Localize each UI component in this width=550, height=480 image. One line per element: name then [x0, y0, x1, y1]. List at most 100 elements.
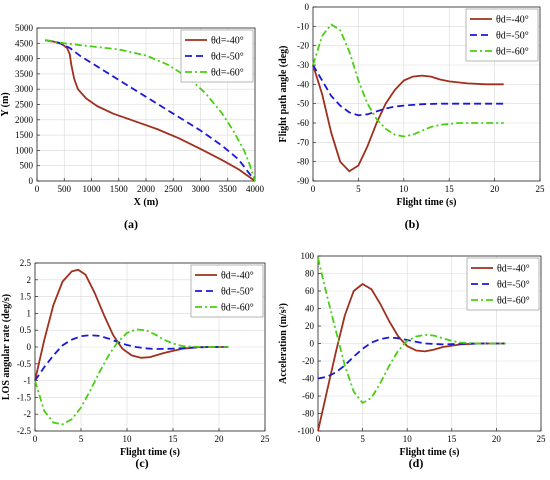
y-tick-label: 2.5 [20, 258, 32, 268]
series-line-0 [317, 283, 506, 432]
y-tick-label: -20 [302, 356, 314, 366]
x-tick-label: 25 [536, 184, 546, 194]
x-tick-label: 15 [169, 434, 179, 444]
series-line-2 [312, 23, 504, 138]
y-tick-label: 3500 [15, 69, 34, 79]
legend-box [466, 257, 540, 311]
y-tick-label: -1.5 [17, 392, 32, 402]
x-tick-label: 0 [35, 184, 40, 194]
x-tick-label: 1000 [83, 184, 102, 194]
y-tick-label: 2000 [15, 115, 34, 125]
legend-label: θd=-40° [497, 264, 530, 275]
x-axis-title: X (m) [134, 197, 159, 208]
panel-caption: (b) [405, 217, 420, 231]
legend-label: θd=-40° [221, 271, 254, 282]
y-tick-label: -0.5 [17, 359, 32, 369]
legend-box [180, 29, 254, 83]
x-tick-label: 20 [215, 434, 225, 444]
x-tick-label: 5 [79, 434, 84, 444]
y-tick-label: -40 [297, 79, 309, 89]
y-tick-label: 500 [20, 161, 34, 171]
x-tick-label: 0 [311, 184, 316, 194]
y-tick-label: 4000 [15, 54, 34, 64]
y-tick-label: -1 [24, 376, 32, 386]
x-tick-label: 3000 [192, 184, 211, 194]
y-tick-label: 0.5 [20, 325, 32, 335]
legend-label: θd=-60° [211, 68, 244, 79]
x-tick-label: 15 [447, 434, 457, 444]
y-axis-title: LOS angular rate (deg/s) [1, 294, 12, 400]
x-tick-label: 5 [360, 434, 365, 444]
chart-panel-0: 0 500 1000 1500 2000 2500 3000 3500 4000 0 500 1000… [0, 23, 265, 231]
x-tick-label: 25 [537, 434, 547, 444]
y-axis-title: Y (m) [0, 92, 11, 116]
x-axis-title: Flight time (s) [120, 447, 180, 458]
y-tick-label: -40 [302, 374, 314, 384]
legend-label: θd=-60° [221, 303, 254, 314]
y-tick-label: 80 [305, 269, 315, 279]
y-tick-label: -80 [297, 157, 309, 167]
y-tick-label: -60 [302, 391, 314, 401]
legend-label: θd=-60° [496, 47, 529, 58]
x-tick-label: 500 [58, 184, 72, 194]
y-tick-label: -10 [297, 21, 309, 31]
legend-label: θd=-50° [211, 52, 244, 63]
x-tick-label: 10 [403, 434, 413, 444]
series-line-0 [312, 64, 504, 173]
series-line-0 [34, 268, 229, 381]
y-tick-label: -2.5 [17, 426, 32, 436]
y-tick-label: -50 [297, 99, 309, 109]
x-tick-label: 20 [490, 184, 500, 194]
legend-box [190, 264, 264, 318]
legend-label: θd=-60° [497, 296, 530, 307]
y-tick-label: 2500 [15, 100, 34, 110]
chart-panel-1: 0 5 10 15 20 25 -90 -80 -70 -60 -50 -40 -30 -20 -10 0 Fl… [278, 2, 545, 231]
series-line-0 [45, 39, 256, 182]
x-tick-label: 3500 [219, 184, 238, 194]
y-tick-label: 1500 [15, 130, 34, 140]
x-tick-label: 0 [316, 434, 321, 444]
y-tick-label: -90 [297, 176, 309, 186]
y-tick-label: -80 [302, 409, 314, 419]
y-axis-title: Flight path angle (deg) [278, 46, 289, 143]
y-tick-label: -70 [297, 137, 309, 147]
y-tick-label: 4500 [15, 38, 34, 48]
y-axis-title: Acceleration (m/s²) [278, 303, 289, 384]
y-tick-label: 2 [27, 275, 32, 285]
x-tick-label: 10 [399, 184, 409, 194]
y-tick-label: 1.5 [20, 292, 32, 302]
series-line-1 [45, 39, 256, 182]
y-tick-label: 0 [310, 339, 315, 349]
plot-frame [312, 6, 541, 182]
x-tick-label: 2500 [164, 184, 183, 194]
x-tick-label: 1500 [110, 184, 129, 194]
legend-label: θd=-50° [221, 287, 254, 298]
legend-label: θd=-40° [211, 36, 244, 47]
x-axis-title: Flight time (s) [400, 447, 460, 458]
x-tick-label: 5 [356, 184, 361, 194]
y-tick-label: -100 [298, 426, 315, 436]
y-tick-label: 3000 [15, 84, 34, 94]
chart-panel-2: 0 5 10 15 20 25 -2.5 -2 -1.5 -1 -0.5 0 0.5 1 1.5 2 2.5 Fl… [1, 258, 270, 470]
x-axis-title: Flight time (s) [397, 197, 457, 208]
legend-label: θd=-40° [496, 15, 529, 26]
x-tick-label: 20 [492, 434, 502, 444]
legend-box [465, 8, 539, 62]
y-tick-label: -60 [297, 118, 309, 128]
panel-caption: (a) [124, 217, 138, 231]
y-tick-label: 0 [305, 2, 310, 12]
x-tick-label: 25 [261, 434, 271, 444]
chart-panel-3: 0 5 10 15 20 25 -100 -80 -60 -40 -20 0 20 40 60 80 100 Fl… [278, 251, 546, 470]
series-line-2 [317, 257, 506, 404]
y-tick-label: -20 [297, 41, 309, 51]
legend-label: θd=-50° [497, 280, 530, 291]
y-tick-label: 60 [305, 286, 315, 296]
panel-caption: (d) [409, 456, 424, 470]
x-tick-label: 15 [445, 184, 455, 194]
y-tick-label: 1 [27, 308, 32, 318]
y-tick-label: 5000 [15, 23, 34, 33]
series-line-1 [317, 336, 506, 380]
y-tick-label: 1000 [15, 145, 34, 155]
y-tick-label: 0 [27, 342, 32, 352]
